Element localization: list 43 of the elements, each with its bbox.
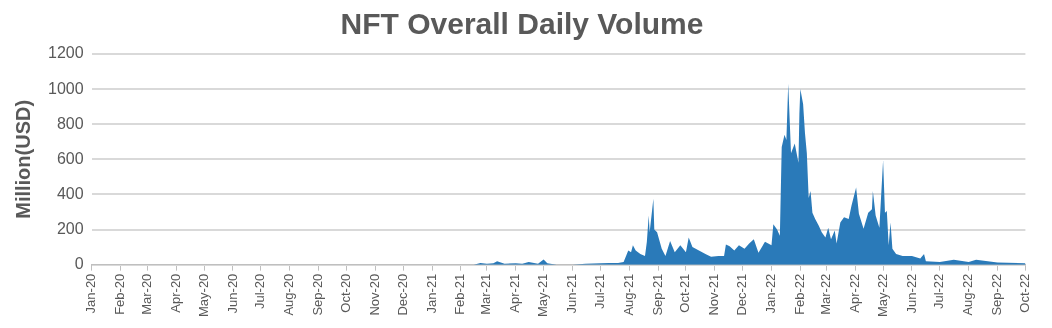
x-tick-label: Jun-21 — [564, 273, 580, 314]
x-tick-label: Mar-20 — [138, 273, 154, 315]
x-tick-label: Apr-21 — [507, 273, 523, 313]
chart-title: NFT Overall Daily Volume — [340, 7, 704, 41]
x-tick-label: Jun-20 — [224, 273, 240, 314]
x-tick-label: Mar-21 — [478, 273, 494, 315]
y-tick-label: 0 — [74, 255, 84, 273]
x-tick-label: Jan-21 — [423, 273, 439, 314]
y-axis-title: Million(USD) — [11, 99, 34, 219]
x-tick-label: Nov-21 — [706, 273, 722, 316]
y-tick-label: 800 — [56, 114, 84, 132]
x-tick-label: May-20 — [195, 273, 211, 318]
y-tick-label: 400 — [56, 184, 84, 202]
y-tick-label: 1000 — [48, 79, 84, 97]
x-tick-label: Dec-20 — [394, 273, 410, 316]
x-tick-label: Jan-20 — [83, 273, 99, 314]
y-tick-label: 600 — [56, 149, 84, 167]
y-tick-label: 200 — [56, 219, 84, 237]
x-tick-label: Sep-22 — [989, 273, 1005, 316]
y-tick-label: 1200 — [48, 44, 84, 62]
x-tick-label: Jul-21 — [591, 273, 607, 310]
x-tick-label: Feb-22 — [791, 273, 807, 315]
x-tick-label: Apr-20 — [167, 273, 183, 313]
x-tick-label: Dec-21 — [734, 273, 750, 316]
x-tick-label: Feb-21 — [452, 273, 468, 315]
x-tick-label: Oct-22 — [1016, 273, 1032, 313]
x-tick-label: May-21 — [535, 273, 551, 318]
x-tick-label: Jan-22 — [763, 273, 779, 314]
x-tick-label: Aug-20 — [281, 273, 297, 316]
x-tick-label: Apr-22 — [846, 273, 862, 313]
x-tick-label: Mar-22 — [817, 273, 833, 315]
x-tick-label: Jun-22 — [903, 273, 919, 314]
x-tick-label: Oct-21 — [677, 273, 693, 313]
x-tick-label: Sep-21 — [649, 273, 665, 316]
x-tick-label: Aug-22 — [960, 273, 976, 316]
x-tick-label: Aug-21 — [620, 273, 636, 316]
x-tick-label: Oct-20 — [338, 273, 354, 313]
x-tick-label: Jul-22 — [931, 273, 947, 310]
x-tick-label: Nov-20 — [366, 273, 382, 316]
x-tick-label: Feb-20 — [112, 273, 127, 315]
x-tick-label: Jul-20 — [252, 273, 268, 310]
x-tick-label: May-22 — [874, 273, 890, 318]
x-tick-label: Sep-20 — [310, 273, 326, 316]
